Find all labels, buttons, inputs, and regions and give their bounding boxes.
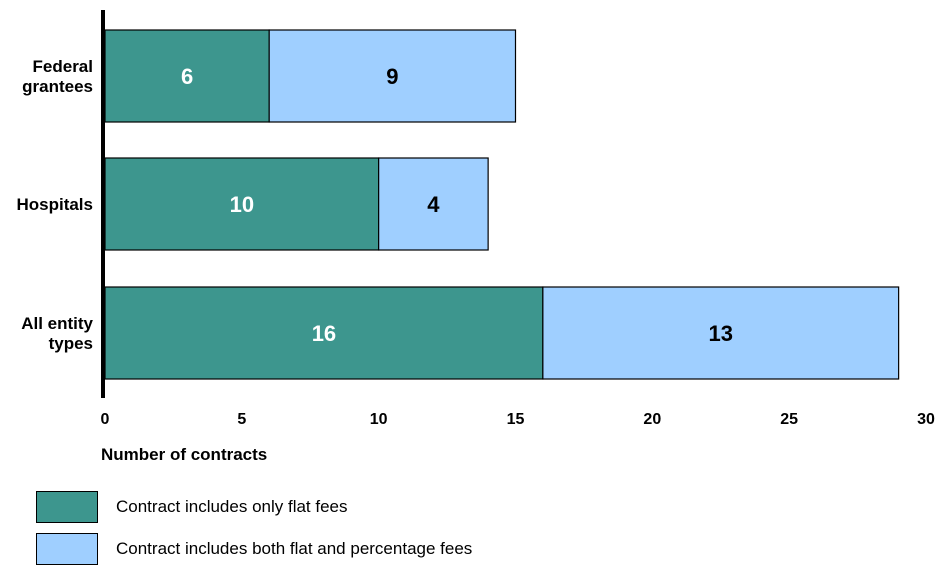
legend-swatch-flat-and-percentage-fees [36,533,98,565]
x-axis-title: Number of contracts [101,445,267,464]
legend-label-flat-and-percentage-fees: Contract includes both flat and percenta… [116,539,473,558]
category-label: Federal grantees [22,57,93,96]
x-tick-label: 15 [507,411,525,428]
category-label: Hospitals [16,195,93,214]
category-label: All entity types [21,314,93,353]
bar-value-label: 16 [312,321,336,346]
bar-value-label: 13 [709,321,733,346]
legend-item-flat-fees: Contract includes only flat fees [36,490,472,524]
x-tick-label: 0 [101,411,110,428]
bars-group: 6 9 10 4 16 13 [104,29,900,380]
bar-segment [268,29,517,123]
bar-value-label: 10 [230,192,254,217]
legend-label-flat-fees: Contract includes only flat fees [116,497,348,516]
x-tick-label: 20 [643,411,661,428]
legend-swatch-flat-fees [36,491,98,523]
legend: Contract includes only flat fees Contrac… [36,490,472,574]
bar-segment [104,286,544,380]
legend-item-flat-and-percentage-fees: Contract includes both flat and percenta… [36,532,472,566]
x-tick-label: 5 [237,411,246,428]
x-tick-label: 10 [370,411,388,428]
x-tick-label: 25 [780,411,798,428]
bar-segment [378,157,489,251]
bar-segment [542,286,900,380]
bar-segment [104,29,270,123]
bar-value-label: 4 [427,192,440,217]
stacked-bar-chart: 6 9 10 4 16 13 Federal grantees Hospitals All en… [16,10,935,464]
bar-value-label: 9 [386,64,398,89]
bar-segment [104,157,380,251]
x-tick-labels: 0 5 10 15 20 25 30 [101,411,935,428]
bar-value-label: 6 [181,64,193,89]
x-tick-label: 30 [917,411,935,428]
category-labels: Federal grantees Hospitals All entity types [16,57,93,353]
